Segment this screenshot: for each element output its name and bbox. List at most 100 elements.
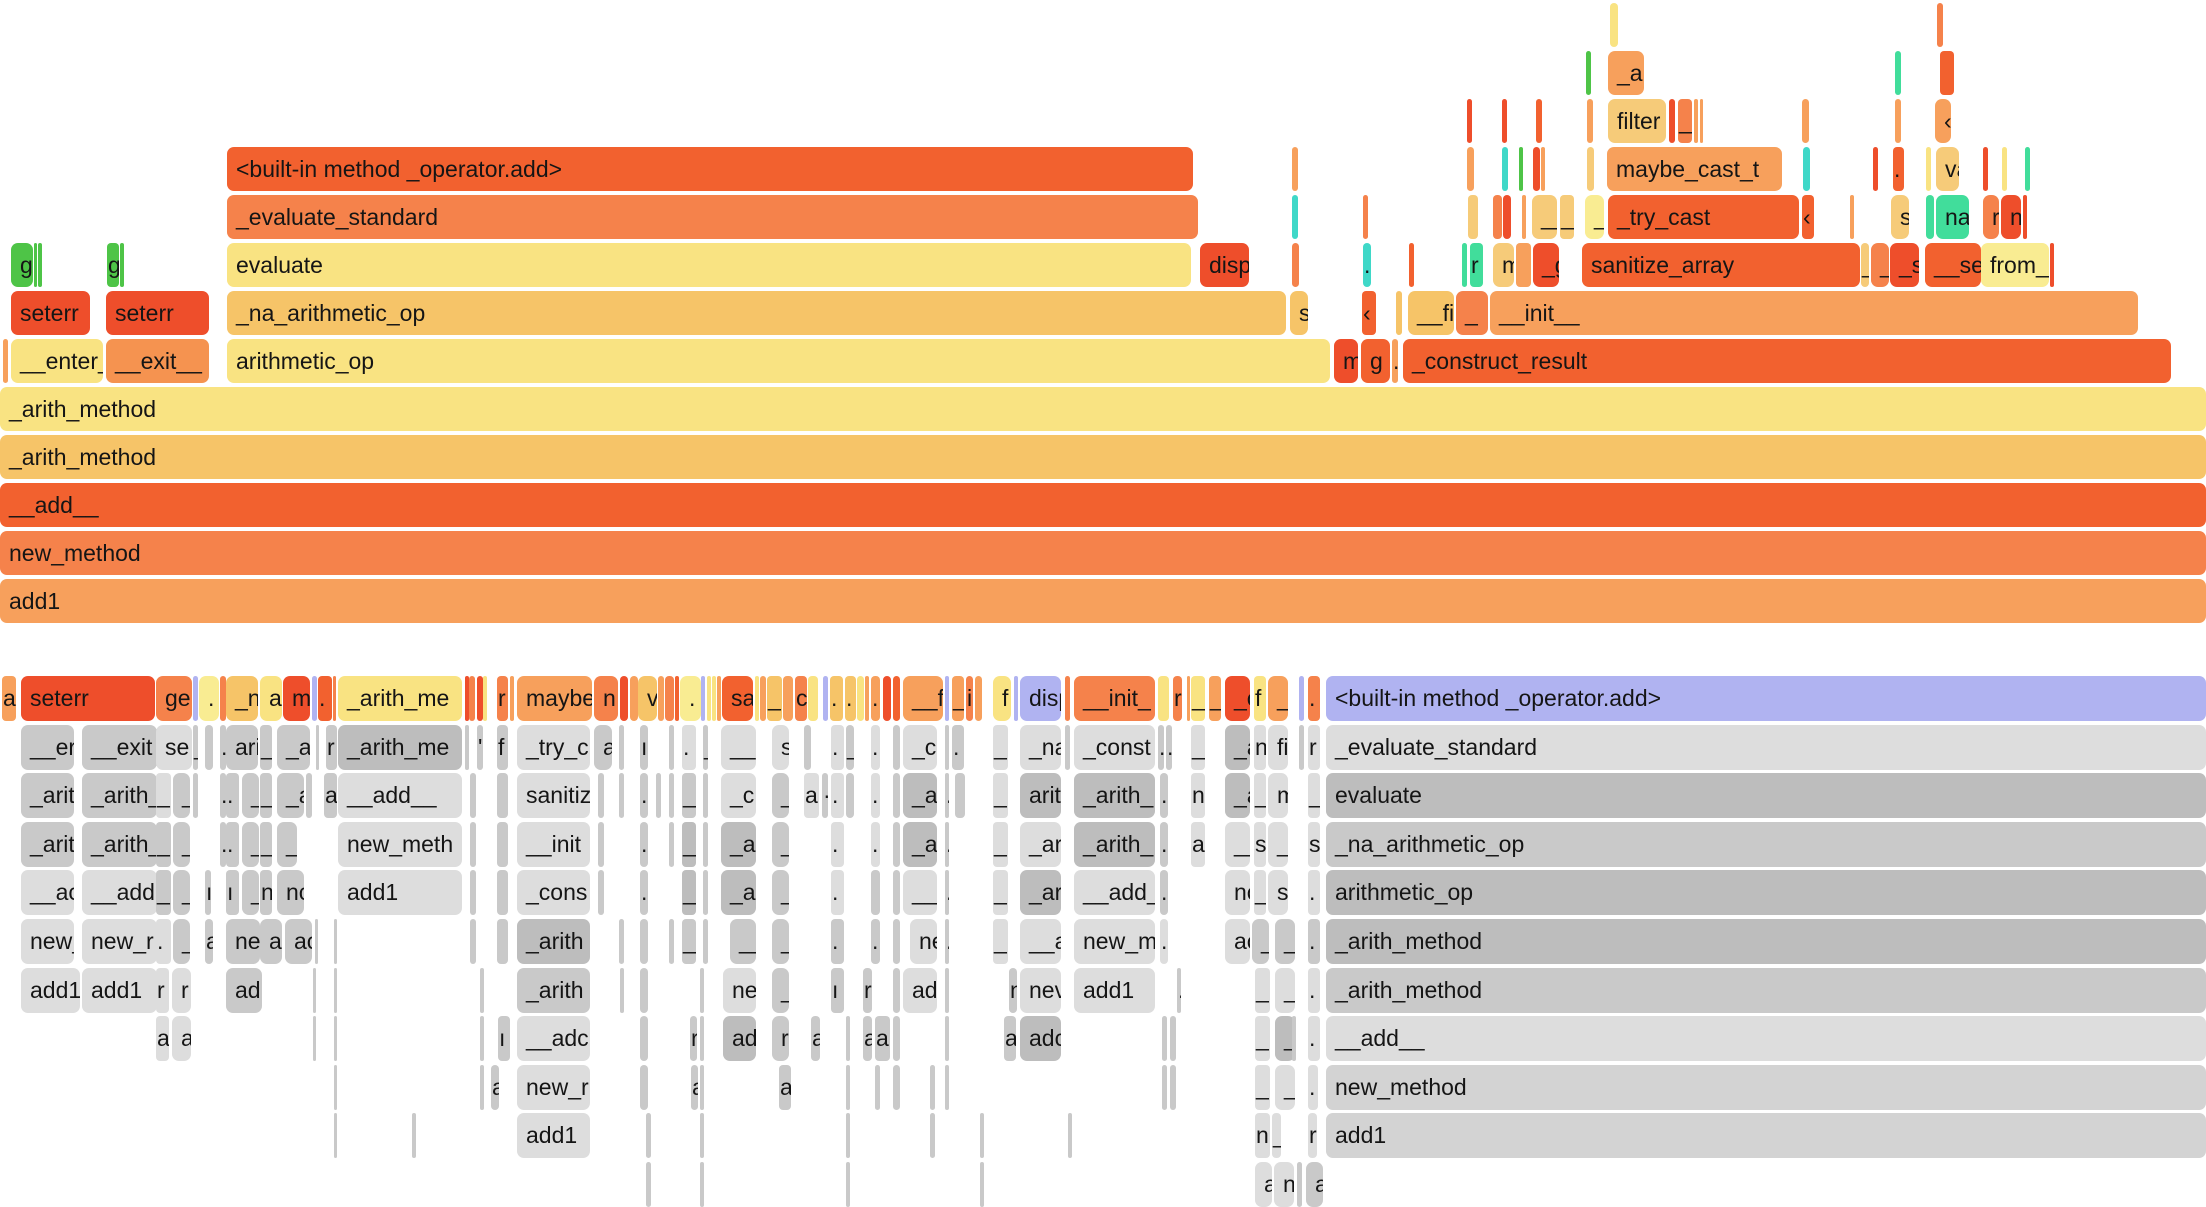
flame-frame-_construct_result[interactable]: _construct_result xyxy=(1403,339,2171,383)
flame-frame[interactable] xyxy=(2023,195,2027,239)
flame-frame[interactable] xyxy=(1068,1113,1072,1158)
flame-frame[interactable] xyxy=(193,773,198,818)
flame-frame[interactable] xyxy=(1983,147,1988,191)
flame-frame-a[interactable]: a xyxy=(260,676,282,721)
flame-frame[interactable] xyxy=(1503,195,1511,239)
flame-frame[interactable]: . xyxy=(1160,773,1168,818)
flame-frame-__add__[interactable]: __add__ xyxy=(0,483,2206,527)
flame-frame-seterr[interactable]: seterr xyxy=(11,291,90,335)
flame-frame[interactable] xyxy=(700,1065,704,1110)
flame-frame[interactable]: ı xyxy=(831,968,844,1013)
flame-frame-_[interactable]: _ xyxy=(1275,1016,1295,1061)
flame-frame[interactable]: . xyxy=(871,725,880,770)
flame-frame-_a[interactable]: _a xyxy=(1608,51,1644,95)
flame-frame[interactable] xyxy=(333,676,336,721)
flame-frame-_cc[interactable]: _cc xyxy=(903,725,937,770)
flame-frame-seterr[interactable]: seterr xyxy=(21,676,155,721)
flame-frame[interactable]: . xyxy=(871,919,880,964)
flame-frame[interactable] xyxy=(1895,99,1901,143)
flame-frame-n[interactable]: n xyxy=(1191,773,1205,818)
flame-frame[interactable] xyxy=(846,1065,850,1110)
flame-frame[interactable] xyxy=(980,1162,984,1207)
flame-frame[interactable] xyxy=(1610,3,1618,47)
flame-frame-_arith_method[interactable]: _arith_method xyxy=(0,435,2206,479)
flame-frame-arit[interactable]: arit xyxy=(1020,773,1061,818)
flame-frame[interactable] xyxy=(1502,147,1508,191)
flame-frame[interactable] xyxy=(598,870,604,915)
flame-frame[interactable]: . xyxy=(1158,725,1164,770)
flame-frame-g[interactable]: g xyxy=(1361,339,1390,383)
flame-frame[interactable] xyxy=(893,870,900,915)
flame-frame[interactable] xyxy=(1467,147,1474,191)
flame-frame-_a[interactable]: _a xyxy=(682,822,696,867)
flame-frame[interactable] xyxy=(701,676,705,721)
flame-frame-adc[interactable]: adc xyxy=(1020,1016,1061,1061)
flame-frame-__init[interactable]: __init xyxy=(517,822,590,867)
flame-frame[interactable] xyxy=(646,1162,651,1207)
flame-frame-g[interactable]: g xyxy=(107,243,119,287)
flame-frame-r[interactable]: r xyxy=(772,1016,789,1061)
flame-frame-__adc[interactable]: __adc xyxy=(517,1016,590,1061)
flame-frame[interactable]: . xyxy=(1363,243,1371,287)
flame-frame-_ge[interactable]: _ge xyxy=(1533,243,1559,287)
flame-frame[interactable] xyxy=(470,773,476,818)
flame-frame-nc[interactable]: nc xyxy=(277,870,304,915)
flame-frame[interactable] xyxy=(470,919,476,964)
flame-frame[interactable] xyxy=(930,1113,935,1158)
flame-frame-new_method[interactable]: new_method xyxy=(0,531,2206,575)
flame-frame-_[interactable]: _ xyxy=(1255,1016,1270,1061)
flame-frame-_n[interactable]: _n xyxy=(226,676,258,721)
flame-frame[interactable]: . xyxy=(1160,870,1168,915)
flame-frame[interactable] xyxy=(1065,725,1070,770)
flame-frame-a[interactable]: a xyxy=(875,1016,890,1061)
flame-frame-_[interactable]: _ xyxy=(260,725,272,770)
flame-frame-r[interactable]: r xyxy=(1308,725,1320,770)
flame-frame[interactable] xyxy=(619,773,624,818)
flame-frame[interactable] xyxy=(700,1162,704,1207)
flame-frame-__add_[interactable]: __add_ xyxy=(1074,870,1155,915)
flame-frame-n[interactable]: n xyxy=(1009,968,1017,1013)
flame-frame-n[interactable]: n xyxy=(1254,725,1266,770)
flame-frame[interactable] xyxy=(3,339,8,383)
flame-frame[interactable] xyxy=(619,725,624,770)
flame-frame[interactable]: . xyxy=(199,676,219,721)
flame-frame[interactable] xyxy=(646,1113,651,1158)
flame-frame-s[interactable]: s xyxy=(1891,195,1909,239)
flame-frame[interactable]: · xyxy=(822,773,828,818)
flame-frame-__exit[interactable]: __exit xyxy=(82,725,157,770)
flame-frame[interactable] xyxy=(1700,99,1703,143)
flame-frame-_[interactable]: _ xyxy=(1255,968,1270,1013)
flame-frame[interactable]: . xyxy=(226,773,239,818)
flame-frame[interactable] xyxy=(1187,676,1190,721)
flame-frame[interactable] xyxy=(846,1113,850,1158)
flame-frame-_[interactable]: _ xyxy=(772,773,789,818)
flame-frame[interactable] xyxy=(640,919,648,964)
flame-frame-_arith_[interactable]: _arith_ xyxy=(82,822,157,867)
flame-frame[interactable] xyxy=(703,773,708,818)
flame-frame-_arith_[interactable]: _arith_ xyxy=(1074,822,1155,867)
flame-frame[interactable] xyxy=(1522,195,1526,239)
flame-frame[interactable] xyxy=(846,1016,850,1061)
flame-frame[interactable] xyxy=(619,919,624,964)
flame-frame[interactable]: ı xyxy=(498,1016,510,1061)
flame-frame-a[interactable]: a xyxy=(1191,822,1205,867)
flame-frame[interactable] xyxy=(1536,99,1542,143)
flame-frame[interactable] xyxy=(334,968,337,1013)
flame-frame-disp[interactable]: disp xyxy=(1200,243,1249,287)
flame-frame-_[interactable]: _ xyxy=(1275,968,1295,1013)
flame-frame-_arith_method[interactable]: _arith_method xyxy=(1326,919,2206,964)
flame-frame-_ar[interactable]: _ar xyxy=(903,822,937,867)
flame-frame-_[interactable]: _ xyxy=(993,870,1008,915)
flame-frame[interactable] xyxy=(875,1065,880,1110)
flame-frame-__enter__[interactable]: __enter__ xyxy=(11,339,103,383)
flame-frame[interactable] xyxy=(469,676,475,721)
flame-frame-_[interactable]: _ xyxy=(1560,195,1574,239)
flame-frame[interactable]: . xyxy=(640,822,648,867)
flame-frame[interactable] xyxy=(1493,195,1502,239)
flame-frame-_na[interactable]: _na xyxy=(1020,725,1061,770)
flame-frame-m[interactable]: m xyxy=(1493,243,1514,287)
flame-frame-m[interactable]: m xyxy=(1268,773,1288,818)
flame-frame[interactable] xyxy=(465,676,469,721)
flame-frame-__[interactable]: __ xyxy=(1225,822,1250,867)
flame-frame[interactable] xyxy=(497,773,508,818)
